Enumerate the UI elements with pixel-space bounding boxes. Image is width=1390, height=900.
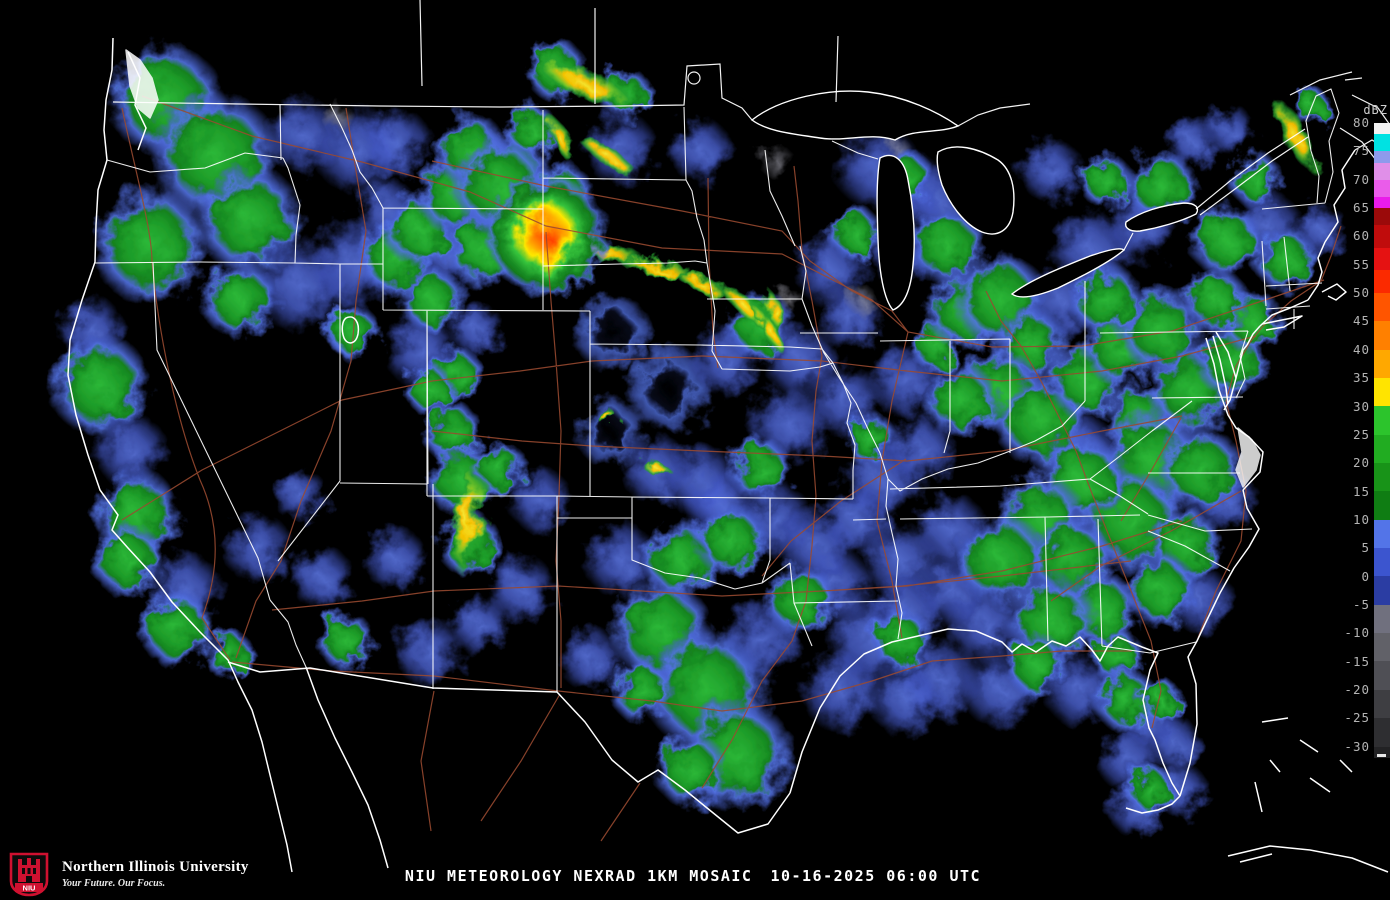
colorbar-tick: 30 (1322, 399, 1370, 414)
radar-echo-cell (1003, 632, 1069, 698)
us-radar-map (0, 0, 1390, 900)
colorbar-tick: 35 (1322, 370, 1370, 385)
radar-echo-cell (272, 467, 328, 523)
radar-echo-cell (200, 260, 280, 340)
colorbar-tick: -25 (1322, 710, 1370, 725)
radar-echo-cell (1183, 267, 1249, 333)
radar-echo-cell (48, 333, 152, 437)
colorbar-bottom-notch (1377, 754, 1386, 757)
caption-timestamp: 10-16-2025 06:00 UTC (770, 867, 981, 885)
radar-echo-cell (222, 512, 294, 584)
outer-banks-landmass (1236, 428, 1260, 487)
radar-echo-cell (90, 522, 166, 598)
radar-echo-cell (1228, 152, 1284, 208)
radar-echo-cell (728, 437, 794, 503)
colorbar-tick: 60 (1322, 228, 1370, 243)
niu-logo-text: NIU (23, 884, 36, 893)
colorbar-tick: 0 (1322, 569, 1370, 584)
radar-echo-cell (868, 662, 944, 738)
colorbar-tick: -10 (1322, 625, 1370, 640)
colorbar-tick: -15 (1322, 654, 1370, 669)
radar-echo-cell (1125, 764, 1177, 816)
colorbar-tick: 75 (1322, 143, 1370, 158)
colorbar-tick: 20 (1322, 455, 1370, 470)
radar-echo-cell (693, 502, 769, 578)
radar-echo-cell (1188, 202, 1264, 278)
radar-echo-cell (653, 732, 729, 808)
colorbar-tick: 10 (1322, 512, 1370, 527)
colorbar-tick: 55 (1322, 257, 1370, 272)
radar-mosaic-screen: dBZ 80757065605550454035302520151050-5-1… (0, 0, 1390, 900)
radar-echo-cell (404, 364, 456, 416)
lake-superior (752, 91, 958, 140)
university-name: Northern Illinois University (62, 859, 249, 876)
radar-echo-cell (763, 562, 839, 638)
colorbar-tick: -5 (1322, 597, 1370, 612)
colorbar-tick: 65 (1322, 200, 1370, 215)
niu-branding: NIU Northern Illinois University Your Fu… (6, 851, 249, 897)
colorbar-tick: 80 (1322, 115, 1370, 130)
caption-title: NIU METEOROLOGY NEXRAD 1KM MOSAIC (405, 867, 753, 885)
colorbar-tick: -20 (1322, 682, 1370, 697)
colorbar-tick: 70 (1322, 172, 1370, 187)
radar-echo-cell (828, 206, 884, 262)
radar-echo-cell (758, 143, 794, 179)
radar-echo-cell (608, 657, 674, 723)
niu-shield-icon: NIU (6, 851, 52, 897)
radar-echo-cell (667, 117, 733, 183)
colorbar-tick: 15 (1322, 484, 1370, 499)
radar-echo-cell (288, 544, 354, 610)
radar-echo-cell (195, 165, 305, 275)
colorbar-tick: -30 (1322, 739, 1370, 754)
radar-echo-cell (361, 107, 433, 179)
radar-echo-cell (1078, 153, 1134, 209)
radar-echo-cell (203, 629, 255, 681)
radar-echo-cell (1138, 678, 1184, 724)
colorbar-tick: 25 (1322, 427, 1370, 442)
colorbar-tick: 40 (1322, 342, 1370, 357)
colorbar-tick: 5 (1322, 540, 1370, 555)
radar-echo-cell (1018, 137, 1084, 203)
bahamas-islands (1255, 718, 1352, 812)
radar-echo-cell (90, 185, 210, 305)
mexico-west-coast (306, 667, 388, 868)
radar-echo-cell (363, 527, 429, 593)
university-tagline: Your Future. Our Focus. (62, 878, 249, 889)
radar-echo-cell (316, 611, 376, 671)
colorbar-tick: 50 (1322, 285, 1370, 300)
colorbar-tick: 45 (1322, 313, 1370, 328)
radar-echo-cell (596, 412, 620, 424)
colorbar (1374, 123, 1390, 758)
